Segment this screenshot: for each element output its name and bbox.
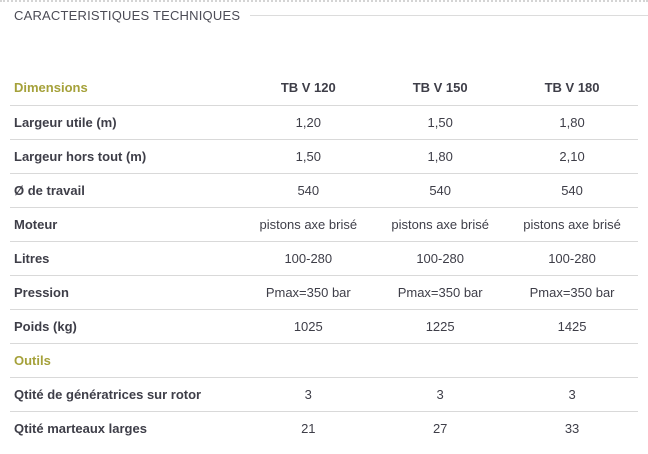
cell-value: 1425 (506, 309, 638, 344)
table-row: Moteur pistons axe brisé pistons axe bri… (10, 207, 638, 242)
table-row: Litres 100-280 100-280 100-280 (10, 241, 638, 276)
section-title: Outils (10, 343, 243, 378)
cell-value: 540 (242, 173, 375, 208)
cell-value: 1,80 (506, 105, 638, 140)
table-row: Ø de travail 540 540 540 (10, 173, 638, 208)
cell-value: 100-280 (242, 241, 375, 276)
row-label: Poids (kg) (10, 309, 243, 344)
table-row: Qtité de génératrices sur rotor 3 3 3 (10, 377, 638, 412)
column-header: TB V 120 (242, 71, 375, 106)
cell-value: 100-280 (506, 241, 638, 276)
cell-value: 1,80 (374, 139, 507, 174)
row-label: Ø de travail (10, 173, 243, 208)
column-header: TB V 150 (374, 71, 507, 106)
section-header-row: Dimensions TB V 120 TB V 150 TB V 180 (10, 71, 638, 106)
cell-value: 3 (242, 377, 375, 412)
cell-value: 21 (301, 420, 316, 436)
cell-value: 540 (374, 173, 507, 208)
table-row: Poids (kg) 1025 1225 1425 (10, 309, 638, 344)
cell-value: pistons axe brisé (242, 207, 375, 242)
cell-value: 2,10 (506, 139, 638, 174)
spec-table: Dimensions TB V 120 TB V 150 TB V 180 La… (10, 71, 638, 445)
cell-value: pistons axe brisé (506, 207, 638, 242)
table-row: Pression Pmax=350 bar Pmax=350 bar Pmax=… (10, 275, 638, 310)
cell-value: 33 (564, 420, 580, 436)
cell-value: pistons axe brisé (374, 207, 507, 242)
page-header: CARACTERISTIQUES TECHNIQUES (14, 8, 648, 23)
cell-value: 1025 (242, 309, 375, 344)
cell-value: Pmax=350 bar (374, 275, 507, 310)
cell-value: 1,50 (242, 139, 375, 174)
row-label: Litres (10, 241, 243, 276)
cell-value: Pmax=350 bar (242, 275, 375, 310)
row-label: Pression (10, 275, 243, 310)
title-rule (250, 15, 648, 16)
table-row: Qtité marteaux larges 21 27 33 (10, 411, 638, 445)
section-header-row: Outils (10, 343, 638, 378)
cell-empty (374, 343, 507, 378)
section-title: Dimensions (10, 71, 243, 106)
cell-empty (506, 343, 638, 378)
cell-empty (242, 343, 375, 378)
cell-value: Pmax=350 bar (506, 275, 638, 310)
cell-value: 1225 (374, 309, 507, 344)
row-label: Largeur utile (m) (10, 105, 243, 140)
cell-value: 3 (374, 377, 507, 412)
table-row: Largeur hors tout (m) 1,50 1,80 2,10 (10, 139, 638, 174)
row-label: Qtité marteaux larges (14, 420, 147, 436)
cell-value: 1,20 (242, 105, 375, 140)
table-row: Largeur utile (m) 1,20 1,50 1,80 (10, 105, 638, 140)
cell-value: 27 (432, 420, 448, 436)
row-label: Qtité de génératrices sur rotor (10, 377, 243, 412)
row-label: Largeur hors tout (m) (10, 139, 243, 174)
cell-value: 100-280 (374, 241, 507, 276)
cell-value: 1,50 (374, 105, 507, 140)
cell-value: 3 (506, 377, 638, 412)
page-title: CARACTERISTIQUES TECHNIQUES (14, 8, 241, 23)
column-header: TB V 180 (506, 71, 638, 106)
cell-value: 540 (506, 173, 638, 208)
row-label: Moteur (10, 207, 243, 242)
